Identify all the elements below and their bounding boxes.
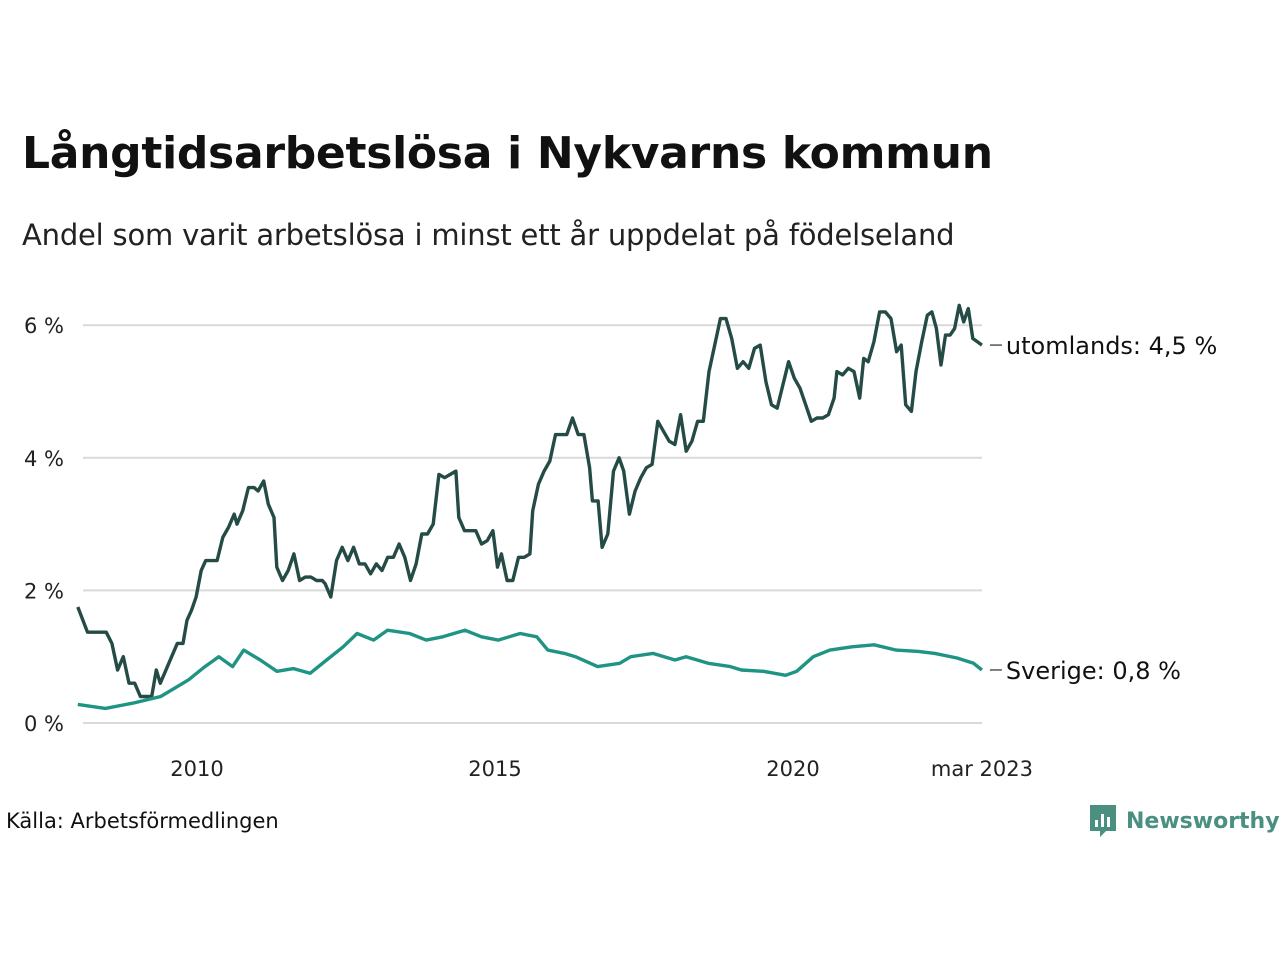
x-tick-label: 2020 [766, 757, 819, 781]
x-tick-label: 2010 [170, 757, 223, 781]
gridlines [83, 324, 982, 724]
end-label-utomlands: utomlands: 4,5 % [1006, 332, 1217, 360]
source-note: Källa: Arbetsförmedlingen [6, 809, 279, 833]
y-axis-ticks: 0 % 2 % 4 % 6 % [24, 314, 64, 736]
y-tick-label: 0 % [24, 712, 64, 736]
y-tick-label: 6 % [24, 314, 64, 338]
newsworthy-logo-icon [1090, 805, 1116, 837]
x-axis-ticks: 2010 2015 2020 mar 2023 [170, 757, 1033, 781]
series-line-sverige [77, 628, 983, 711]
x-tick-label: 2015 [468, 757, 521, 781]
brand-logo: Newsworthy [1088, 803, 1280, 839]
chart-title: Långtidsarbetslösa i Nykvarns kommun [22, 128, 993, 179]
end-labels: utomlands: 4,5 % Sverige: 0,8 % [989, 332, 1217, 685]
end-label-sverige: Sverige: 0,8 % [1006, 657, 1181, 685]
series-line-utomlands [76, 303, 983, 699]
x-tick-label: mar 2023 [931, 757, 1033, 781]
y-tick-label: 2 % [24, 579, 64, 603]
y-tick-label: 4 % [24, 447, 64, 471]
chart-subtitle: Andel som varit arbetslösa i minst ett å… [22, 218, 955, 252]
series-lines [76, 303, 983, 711]
brand-name: Newsworthy [1126, 808, 1280, 834]
